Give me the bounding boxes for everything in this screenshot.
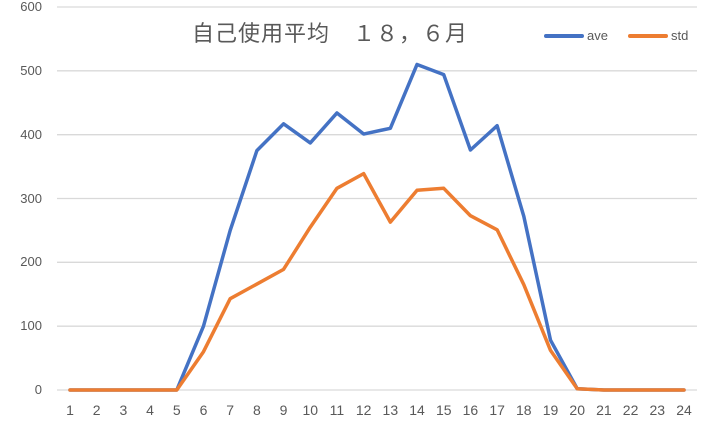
y-tick-label: 100 [20, 318, 42, 334]
x-tick-label: 14 [409, 402, 425, 418]
x-tick-label: 19 [542, 402, 559, 418]
series-line-std [68, 171, 686, 392]
legend-swatch-std [628, 33, 668, 38]
legend-label-std: std [671, 28, 689, 43]
x-tick-label: 17 [489, 402, 505, 418]
x-tick-label: 22 [622, 402, 639, 418]
y-tick-label: 300 [20, 190, 42, 206]
series-line-ave [68, 62, 686, 392]
y-tick-label: 600 [20, 0, 42, 14]
x-tick-label: 21 [596, 402, 612, 418]
x-tick-label: 3 [119, 402, 128, 418]
x-tick-label: 18 [516, 402, 532, 418]
x-tick-label: 2 [92, 402, 101, 418]
legend-swatch-ave [544, 33, 584, 38]
legend-item-std: std [628, 28, 688, 43]
chart-title: 自己使用平均 １８，６月 [192, 22, 469, 47]
x-tick-label: 1 [66, 402, 74, 418]
legend-label-ave: ave [587, 28, 608, 43]
x-tick-label: 20 [569, 402, 585, 418]
x-tick-label: 13 [382, 402, 399, 418]
y-tick-label: 200 [20, 254, 42, 270]
x-tick-label: 16 [462, 402, 479, 418]
x-tick-label: 24 [676, 402, 692, 418]
y-tick-label: 400 [20, 126, 42, 142]
y-tick-label: 0 [34, 382, 42, 397]
x-tick-label: 15 [435, 402, 452, 418]
x-tick-label: 10 [302, 402, 319, 418]
legend-item-ave: ave [544, 28, 608, 43]
x-tick-label: 9 [279, 402, 288, 418]
x-tick-label: 7 [226, 402, 235, 418]
x-tick-label: 4 [146, 402, 154, 418]
x-tick-label: 6 [199, 402, 208, 418]
x-tick-label: 23 [649, 402, 666, 418]
x-tick-label: 8 [252, 402, 261, 418]
x-tick-label: 12 [355, 402, 372, 418]
x-tick-label: 5 [172, 402, 181, 418]
y-tick-label: 500 [20, 62, 42, 78]
x-tick-label: 11 [329, 402, 345, 418]
